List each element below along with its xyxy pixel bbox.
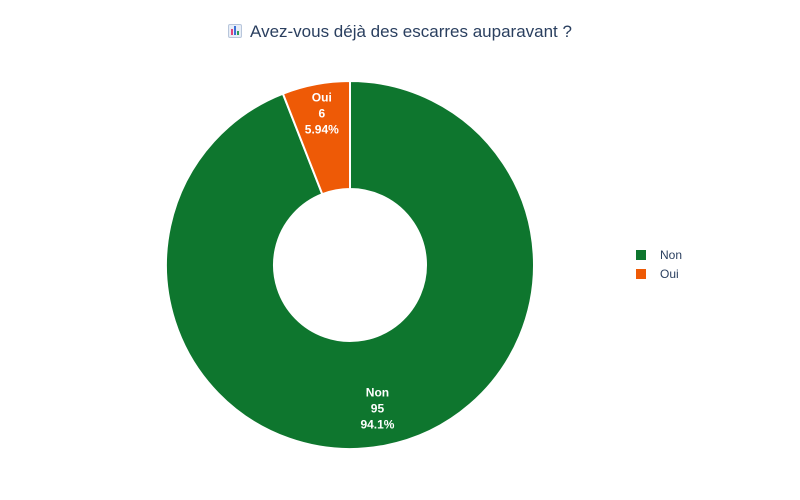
legend-item-oui[interactable]: Oui: [636, 267, 679, 281]
legend-item-non[interactable]: Non: [636, 248, 682, 262]
slice-label-non: Non 95 94.1%: [360, 385, 394, 431]
legend-swatch-oui: [636, 269, 646, 279]
slice-label-oui: Oui 6 5.94%: [305, 91, 339, 137]
slice-non[interactable]: [165, 79, 535, 450]
chart-title: Avez-vous déjà des escarres auparavant ?: [0, 22, 800, 42]
bar-chart-icon: [228, 24, 243, 38]
legend-label-oui: Oui: [660, 267, 679, 281]
slices-group: [165, 79, 535, 450]
legend-swatch-non: [636, 250, 646, 260]
slice-oui[interactable]: [281, 79, 351, 196]
legend[interactable]: Non Oui: [636, 248, 682, 281]
slice-labels-group: Non 95 94.1% Oui 6 5.94%: [305, 91, 395, 432]
legend-label-non: Non: [660, 248, 682, 262]
chart-title-text: Avez-vous déjà des escarres auparavant ?: [250, 22, 572, 41]
